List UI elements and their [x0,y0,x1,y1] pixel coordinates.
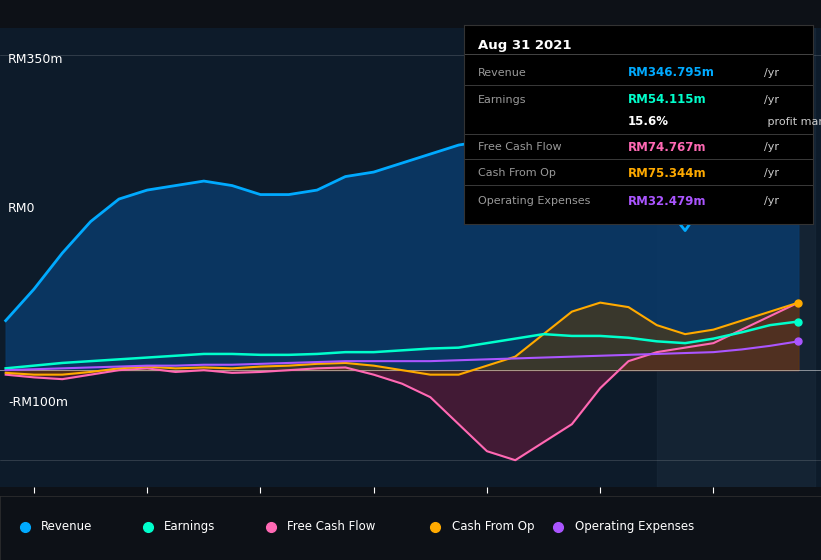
Text: Earnings: Earnings [164,520,216,533]
Bar [657,28,815,487]
Text: Free Cash Flow: Free Cash Flow [287,520,376,533]
Text: profit margin: profit margin [764,116,821,127]
Text: Revenue: Revenue [478,68,526,78]
Text: /yr: /yr [764,196,779,206]
Text: Operating Expenses: Operating Expenses [478,196,590,206]
Text: RM54.115m: RM54.115m [628,94,707,106]
Text: /yr: /yr [764,142,779,152]
Text: /yr: /yr [764,169,779,178]
Text: RM32.479m: RM32.479m [628,195,706,208]
Text: RM350m: RM350m [8,53,64,66]
Text: Revenue: Revenue [41,520,93,533]
Text: -RM100m: -RM100m [8,396,68,409]
Text: Operating Expenses: Operating Expenses [575,520,694,533]
Text: Cash From Op: Cash From Op [478,169,556,178]
Text: Free Cash Flow: Free Cash Flow [478,142,562,152]
Text: /yr: /yr [764,95,779,105]
Text: RM74.767m: RM74.767m [628,141,706,154]
Text: /yr: /yr [764,68,779,78]
Text: RM75.344m: RM75.344m [628,167,707,180]
Text: Cash From Op: Cash From Op [452,520,534,533]
Text: Aug 31 2021: Aug 31 2021 [478,39,571,52]
Text: Earnings: Earnings [478,95,526,105]
Text: RM0: RM0 [8,202,35,215]
Text: 15.6%: 15.6% [628,115,669,128]
Text: RM346.795m: RM346.795m [628,67,715,80]
